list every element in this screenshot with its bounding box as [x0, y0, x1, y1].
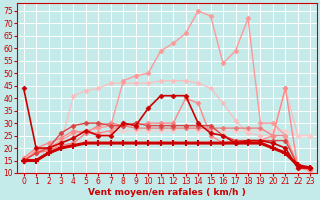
X-axis label: Vent moyen/en rafales ( km/h ): Vent moyen/en rafales ( km/h ) [88, 188, 246, 197]
